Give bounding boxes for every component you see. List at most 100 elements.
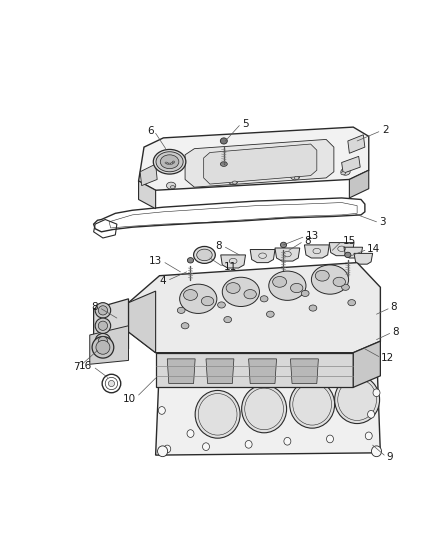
Polygon shape — [93, 299, 128, 353]
Ellipse shape — [272, 277, 286, 287]
Text: 7: 7 — [73, 361, 79, 372]
Ellipse shape — [187, 379, 194, 387]
Text: 13: 13 — [148, 256, 162, 266]
Ellipse shape — [372, 389, 379, 397]
Text: 6: 6 — [147, 126, 154, 136]
Text: 14: 14 — [366, 244, 380, 254]
Ellipse shape — [294, 176, 298, 180]
Polygon shape — [304, 245, 328, 258]
Ellipse shape — [202, 364, 209, 372]
Ellipse shape — [311, 265, 348, 294]
Ellipse shape — [98, 306, 107, 315]
Ellipse shape — [98, 321, 107, 330]
Polygon shape — [274, 248, 299, 261]
Ellipse shape — [181, 322, 188, 329]
Ellipse shape — [153, 149, 185, 174]
Ellipse shape — [183, 289, 197, 301]
Ellipse shape — [279, 358, 286, 366]
Ellipse shape — [217, 302, 225, 308]
Ellipse shape — [241, 385, 286, 433]
Ellipse shape — [300, 290, 308, 296]
Ellipse shape — [364, 346, 374, 357]
Ellipse shape — [283, 438, 290, 445]
Polygon shape — [343, 247, 362, 258]
Text: 5: 5 — [242, 119, 248, 129]
Ellipse shape — [179, 284, 216, 313]
Ellipse shape — [228, 177, 237, 184]
Ellipse shape — [177, 308, 185, 313]
Ellipse shape — [171, 162, 174, 164]
Ellipse shape — [166, 182, 175, 189]
Polygon shape — [328, 243, 353, 256]
Text: 16: 16 — [79, 361, 92, 371]
Ellipse shape — [220, 161, 227, 166]
Ellipse shape — [326, 435, 333, 443]
Polygon shape — [203, 144, 316, 184]
Ellipse shape — [95, 303, 110, 318]
Polygon shape — [205, 359, 233, 384]
Ellipse shape — [341, 284, 349, 290]
Text: 3: 3 — [378, 217, 385, 227]
Ellipse shape — [157, 446, 167, 457]
Ellipse shape — [108, 381, 114, 386]
Polygon shape — [138, 181, 155, 209]
Polygon shape — [347, 135, 364, 154]
Ellipse shape — [195, 391, 240, 438]
Ellipse shape — [226, 282, 240, 294]
Ellipse shape — [334, 376, 379, 424]
Ellipse shape — [367, 410, 374, 418]
Ellipse shape — [314, 270, 328, 281]
Ellipse shape — [332, 277, 345, 287]
Ellipse shape — [371, 446, 381, 457]
Ellipse shape — [98, 336, 107, 346]
Ellipse shape — [201, 296, 213, 306]
Ellipse shape — [164, 363, 174, 374]
Ellipse shape — [168, 163, 170, 165]
Ellipse shape — [290, 173, 299, 180]
Ellipse shape — [172, 161, 174, 163]
Ellipse shape — [163, 445, 170, 453]
Text: 15: 15 — [342, 236, 355, 246]
Ellipse shape — [244, 289, 256, 299]
Ellipse shape — [266, 311, 274, 317]
Polygon shape — [248, 359, 276, 384]
Polygon shape — [138, 127, 368, 190]
Ellipse shape — [187, 430, 194, 438]
Ellipse shape — [289, 381, 334, 428]
Ellipse shape — [357, 352, 364, 360]
Ellipse shape — [167, 368, 174, 376]
Ellipse shape — [155, 152, 183, 172]
Ellipse shape — [160, 155, 178, 168]
Polygon shape — [128, 291, 155, 353]
Ellipse shape — [95, 318, 110, 334]
Text: 8: 8 — [215, 241, 222, 251]
Polygon shape — [155, 353, 353, 387]
Text: 13: 13 — [305, 231, 318, 241]
Text: 10: 10 — [123, 394, 136, 404]
Ellipse shape — [165, 162, 167, 164]
Ellipse shape — [268, 271, 305, 301]
Ellipse shape — [340, 172, 345, 175]
Ellipse shape — [166, 163, 168, 164]
Text: 8: 8 — [304, 236, 311, 246]
Ellipse shape — [193, 246, 215, 263]
Ellipse shape — [340, 168, 350, 175]
Polygon shape — [250, 249, 274, 263]
Ellipse shape — [202, 443, 209, 450]
Text: 2: 2 — [381, 125, 388, 135]
Polygon shape — [185, 140, 333, 187]
Ellipse shape — [95, 334, 110, 349]
Ellipse shape — [347, 300, 355, 306]
Polygon shape — [353, 253, 372, 264]
Text: 8: 8 — [92, 302, 98, 311]
Ellipse shape — [244, 440, 251, 448]
Text: 8: 8 — [391, 327, 398, 337]
Polygon shape — [341, 156, 360, 173]
Ellipse shape — [220, 138, 227, 144]
Ellipse shape — [223, 317, 231, 322]
Text: 9: 9 — [386, 453, 392, 463]
Ellipse shape — [364, 432, 371, 440]
Ellipse shape — [290, 284, 302, 293]
Polygon shape — [353, 341, 379, 387]
Ellipse shape — [96, 341, 110, 354]
